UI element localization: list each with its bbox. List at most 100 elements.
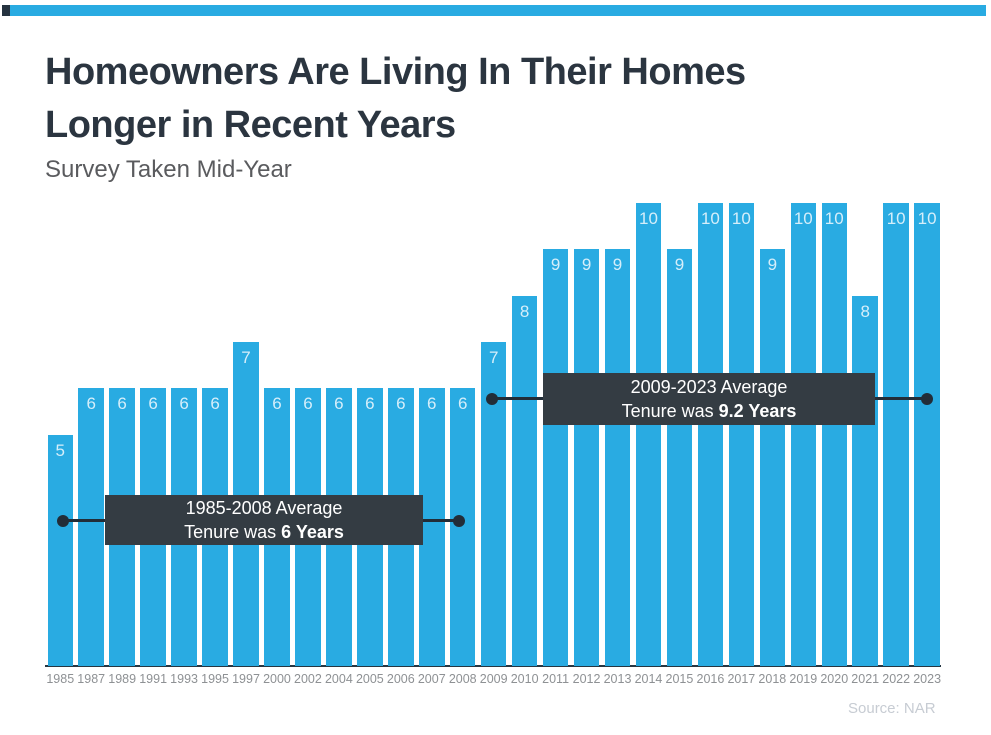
bar: 6	[449, 388, 476, 666]
annotation-2009-2023: 2009-2023 Average Tenure was 9.2 Years	[543, 373, 875, 425]
x-tick-label: 2012	[572, 672, 601, 686]
x-axis-line	[45, 665, 941, 667]
x-tick-label: 2023	[913, 672, 942, 686]
bar: 10	[883, 203, 909, 666]
bar: 10	[697, 203, 724, 666]
connector-line-left-1	[63, 519, 105, 522]
annotation-line1: 1985-2008 Average	[185, 498, 343, 518]
bar: 5	[47, 434, 73, 666]
bar-value-label: 9	[674, 255, 685, 275]
bar: 9	[542, 249, 569, 666]
x-tick-label: 2016	[696, 672, 725, 686]
x-tick-label: 2005	[355, 672, 384, 686]
x-tick-label: 1995	[201, 672, 229, 686]
x-tick-label: 1993	[170, 672, 198, 686]
x-tick-label: 2008	[448, 672, 477, 686]
bar-value-label: 6	[148, 394, 158, 414]
header-accent-blue-bar	[10, 5, 986, 16]
bar-value-label: 6	[427, 394, 437, 414]
bar: 10	[790, 203, 817, 666]
bar-value-label: 10	[700, 209, 720, 228]
page-title-line1: Homeowners Are Living In Their Homes	[45, 51, 746, 93]
bar-value-label: 9	[550, 255, 561, 275]
bar-value-label: 6	[272, 394, 282, 414]
x-tick-label: 1991	[139, 672, 168, 686]
x-tick-label: 2000	[263, 672, 291, 686]
x-tick-label: 2015	[665, 672, 694, 686]
annotation-line2-prefix: Tenure was	[184, 522, 282, 542]
x-tick-label: 2022	[882, 672, 911, 686]
connector-line-right-2	[875, 397, 927, 400]
x-tick-label: 2013	[603, 672, 632, 686]
bar-value-label: 9	[612, 255, 623, 275]
x-tick-label: 1989	[108, 672, 137, 686]
bar-value-label: 6	[334, 394, 344, 414]
header-accent-dark-square	[2, 5, 10, 16]
bar: 9	[604, 249, 631, 666]
x-tick-label: 2017	[727, 672, 756, 686]
bar-value-label: 9	[767, 255, 778, 275]
bar-value-label: 5	[55, 440, 65, 460]
x-tick-label: 2007	[417, 672, 446, 686]
bar: 10	[635, 203, 662, 666]
bar-value-label: 10	[731, 209, 751, 228]
source-credit: Source: NAR	[848, 700, 936, 717]
annotation-1985-2008: 1985-2008 Average Tenure was 6 Years	[105, 495, 423, 545]
bar-value-label: 6	[117, 394, 127, 414]
bar: 10	[914, 203, 940, 666]
bar-value-label: 8	[519, 301, 530, 321]
bar-value-label: 6	[179, 394, 189, 414]
bar: 6	[419, 388, 445, 666]
bar-value-label: 8	[860, 301, 870, 321]
bar-value-label: 7	[241, 347, 251, 367]
x-tick-label: 2011	[542, 672, 570, 686]
bar-value-label: 10	[639, 209, 658, 228]
annotation-line1: 2009-2023 Average	[630, 377, 788, 397]
page-subtitle: Survey Taken Mid-Year	[45, 156, 292, 183]
x-tick-label: 2002	[294, 672, 322, 686]
x-tick-label: 2010	[510, 672, 539, 686]
bar: 9	[759, 249, 786, 666]
x-tick-label: 2009	[479, 672, 508, 686]
bar-value-label: 6	[396, 394, 406, 414]
bar: 9	[573, 249, 600, 666]
page-title-line2: Longer in Recent Years	[45, 104, 456, 146]
x-tick-label: 1997	[232, 672, 260, 686]
bar-value-label: 10	[824, 209, 844, 228]
bar-value-label: 10	[793, 209, 813, 228]
bar: 10	[821, 203, 847, 666]
x-tick-label: 1985	[46, 672, 75, 686]
bar: 6	[78, 388, 104, 666]
bar: 10	[728, 203, 755, 666]
annotation-line2: Tenure was 9.2 Years	[543, 399, 875, 423]
x-tick-label: 1987	[77, 672, 106, 686]
bar-value-label: 6	[457, 394, 468, 414]
connector-dot-2008	[453, 515, 465, 527]
x-tick-label: 2018	[758, 672, 787, 686]
bar-value-label: 10	[917, 209, 937, 228]
annotation-line2: Tenure was 6 Years	[105, 520, 423, 544]
page-title: Homeowners Are Living In Their Homes Lon…	[45, 46, 945, 152]
x-tick-label: 2020	[820, 672, 849, 686]
bar-value-label: 6	[303, 394, 313, 414]
connector-line-right-1	[423, 519, 459, 522]
annotation-line2-prefix: Tenure was	[621, 401, 719, 421]
x-tick-label: 2019	[789, 672, 818, 686]
connector-line-left-2	[492, 397, 543, 400]
annotation-line2-bold: 9.2 Years	[718, 401, 797, 421]
bar-value-label: 6	[365, 394, 375, 414]
bar-value-label: 6	[86, 394, 96, 414]
bar: 8	[511, 295, 538, 666]
x-tick-label: 2004	[324, 672, 353, 686]
bar-value-label: 7	[488, 347, 499, 367]
bar-value-label: 9	[581, 255, 592, 275]
connector-dot-2023	[921, 393, 933, 405]
x-tick-label: 2014	[634, 672, 663, 686]
bar: 9	[666, 249, 693, 666]
bar-value-label: 10	[886, 209, 906, 228]
annotation-line2-bold: 6 Years	[281, 522, 344, 542]
x-tick-label: 2006	[386, 672, 415, 686]
bar: 8	[852, 295, 878, 666]
bar-value-label: 6	[210, 394, 220, 414]
